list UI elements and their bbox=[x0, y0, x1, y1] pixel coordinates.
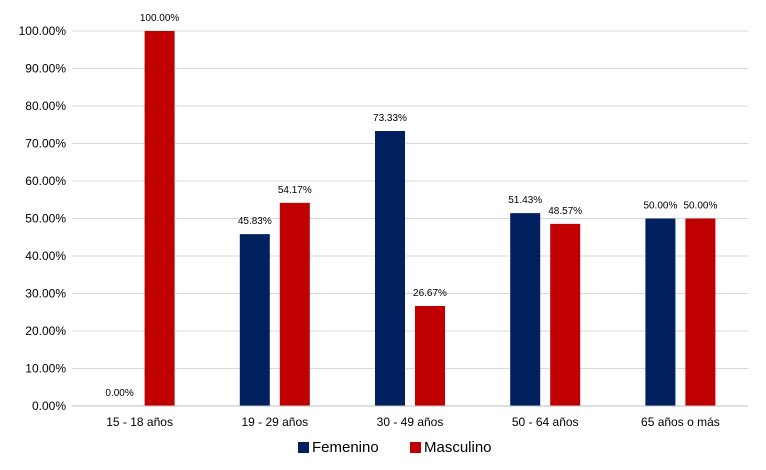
legend-label-masculino: Masculino bbox=[424, 439, 492, 456]
data-label: 50.00% bbox=[643, 201, 677, 212]
bar-masculino bbox=[144, 31, 175, 406]
y-tick-label: 40.00% bbox=[25, 249, 66, 263]
data-label: 51.43% bbox=[508, 195, 542, 206]
x-category-label: 65 años o más bbox=[641, 415, 720, 429]
legend-label-femenino: Femenino bbox=[312, 439, 379, 456]
legend-swatch-femenino bbox=[298, 442, 309, 453]
y-tick-label: 60.00% bbox=[25, 174, 66, 188]
y-tick-label: 50.00% bbox=[25, 212, 66, 226]
x-category-label: 19 - 29 años bbox=[241, 415, 308, 429]
bar-masculino bbox=[685, 218, 716, 406]
y-tick-label: 70.00% bbox=[25, 137, 66, 151]
data-label: 26.67% bbox=[413, 288, 447, 299]
y-tick-label: 80.00% bbox=[25, 99, 66, 113]
bar-masculino bbox=[415, 305, 445, 406]
data-label: 100.00% bbox=[140, 13, 180, 24]
data-label: 48.57% bbox=[548, 206, 582, 217]
bar-femenino bbox=[510, 213, 541, 406]
y-tick-label: 30.00% bbox=[25, 287, 66, 301]
y-tick-label: 0.00% bbox=[32, 399, 66, 413]
data-label: 73.33% bbox=[373, 113, 407, 124]
x-category-label: 50 - 64 años bbox=[512, 415, 579, 429]
data-label: 45.83% bbox=[238, 216, 272, 227]
legend-swatch-masculino bbox=[410, 442, 421, 453]
data-label: 0.00% bbox=[105, 388, 133, 399]
bar-masculino bbox=[550, 223, 581, 406]
data-label: 54.17% bbox=[278, 185, 312, 196]
bar-femenino bbox=[375, 131, 405, 406]
bars bbox=[144, 31, 716, 406]
y-tick-label: 20.00% bbox=[25, 324, 66, 338]
data-labels: 0.00% 100.00% 45.83% 54.17% 73.33% 26.67% 51.4… bbox=[105, 13, 717, 399]
gridlines bbox=[72, 30, 748, 369]
y-tick-label: 90.00% bbox=[25, 62, 66, 76]
x-axis-categories: 15 - 18 años 19 - 29 años 30 - 49 años 50 -… bbox=[106, 415, 720, 429]
y-tick-label: 100.00% bbox=[19, 24, 67, 38]
legend: Femenino Masculino bbox=[298, 439, 492, 456]
x-category-label: 30 - 49 años bbox=[377, 415, 444, 429]
bar-masculino bbox=[279, 202, 310, 406]
bar-femenino bbox=[239, 234, 270, 406]
data-label: 50.00% bbox=[683, 201, 717, 212]
x-category-label: 15 - 18 años bbox=[106, 415, 173, 429]
bar-femenino bbox=[645, 218, 676, 406]
y-axis-ticks: 0.00% 10.00% 20.00% 30.00% 40.00% 50.00% 60.00… bbox=[19, 24, 67, 413]
y-tick-label: 10.00% bbox=[25, 362, 66, 376]
